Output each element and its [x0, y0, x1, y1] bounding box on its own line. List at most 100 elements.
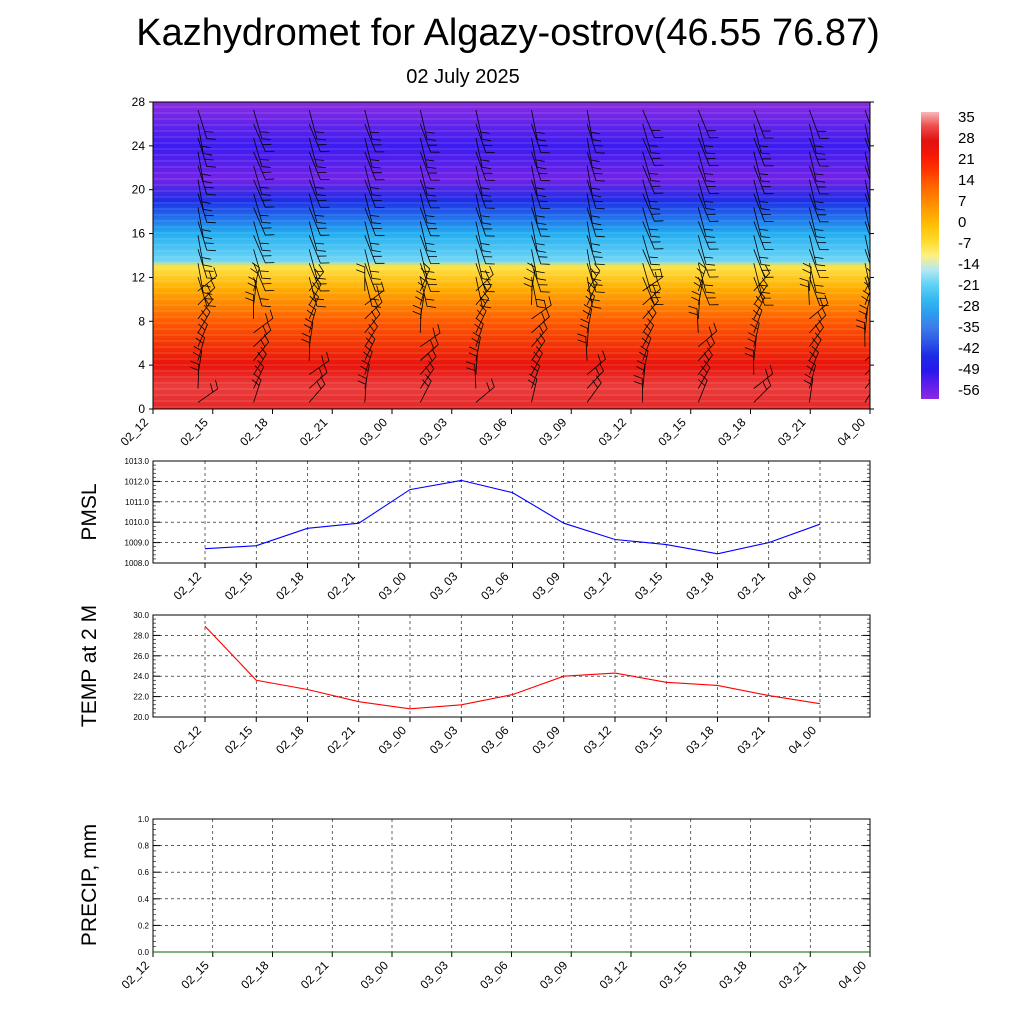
- x-tick-label: 03_09: [529, 723, 563, 757]
- wind-barb: [531, 151, 550, 182]
- wind-barb: [364, 109, 381, 141]
- wind-barb: [253, 309, 274, 334]
- y-tick-label: 20: [132, 183, 146, 197]
- wind-barb: [197, 263, 213, 295]
- wind-barb: [531, 308, 550, 334]
- wind-barb: [586, 109, 602, 142]
- wind-barb: [364, 165, 381, 197]
- wind-barb: [419, 249, 437, 281]
- wind-barb: [419, 348, 437, 375]
- colorbar-bar: [921, 112, 939, 399]
- wind-barb: [753, 235, 771, 266]
- wind-barb: [471, 331, 481, 361]
- x-tick-label: 03_09: [529, 569, 563, 603]
- x-tick-label: 02_12: [119, 958, 153, 992]
- wind-barb: [419, 193, 437, 225]
- wind-barb: [861, 290, 870, 319]
- y-axis-title: PMSL: [78, 483, 101, 540]
- y-tick-label: 8: [138, 314, 145, 328]
- y-tick-label: 0.4: [138, 895, 150, 904]
- wind-barb: [809, 307, 827, 334]
- wind-barb: [586, 277, 602, 309]
- colorbar-label: -56: [958, 382, 980, 399]
- wind-barb: [698, 334, 716, 361]
- wind-barb: [642, 263, 660, 294]
- wind-barb: [190, 360, 200, 389]
- wind-barb: [864, 207, 870, 234]
- wind-barb: [864, 221, 870, 238]
- wind-barb: [475, 207, 495, 237]
- wind-barb: [697, 221, 719, 250]
- y-tick-label: 28.0: [133, 631, 149, 640]
- temperature-cross-section: 0 4 8 12 16 20 24 28 02_12 02_15 02_18 02_21 03_00 03…: [118, 95, 874, 449]
- wind-barb: [531, 346, 543, 375]
- wind-barb: [197, 235, 213, 267]
- wind-barb: [809, 249, 829, 278]
- wind-barb: [308, 263, 330, 292]
- y-tick-label: 1.0: [138, 815, 150, 824]
- wind-barb: [308, 123, 330, 153]
- wind-barb: [364, 137, 381, 169]
- wind-barb: [308, 165, 326, 196]
- wind-barb: [364, 179, 385, 208]
- wind-barb: [253, 207, 275, 236]
- x-tick-label: 03_21: [776, 958, 810, 992]
- wind-barb: [586, 207, 605, 238]
- wind-barb: [253, 235, 275, 264]
- wind-barb: [864, 151, 870, 178]
- wind-barb: [753, 290, 766, 320]
- wind-barb: [308, 109, 326, 141]
- wind-barb: [364, 249, 381, 280]
- wind-barb: [475, 265, 494, 292]
- temp2m-panel: 20.0 22.0 24.0 26.0 28.0 30.0 02_12 02_15 02_18 0…: [78, 605, 871, 757]
- wind-barb: [642, 137, 664, 166]
- y-tick-label: 1009.0: [125, 539, 150, 548]
- wind-barb: [308, 276, 326, 308]
- page-subtitle: 02 July 2025: [406, 66, 520, 88]
- wind-barb: [531, 221, 547, 253]
- wind-barb: [531, 123, 550, 154]
- wind-barb: [419, 109, 437, 141]
- wind-barb: [253, 193, 271, 224]
- wind-barb: [197, 279, 216, 306]
- x-tick-label: 04_00: [836, 958, 870, 992]
- wind-barb: [642, 165, 664, 194]
- wind-barb: [195, 331, 206, 361]
- wind-barb: [697, 193, 719, 222]
- wind-barb: [364, 235, 385, 264]
- wind-barb: [419, 221, 437, 253]
- wind-barb: [197, 109, 216, 140]
- x-tick-label: 03_15: [656, 958, 690, 992]
- wind-barb: [419, 207, 440, 237]
- wind-barb: [308, 207, 330, 236]
- wind-barb: [753, 109, 774, 139]
- y-tick-label: 12: [132, 270, 146, 284]
- wind-barb: [308, 352, 330, 375]
- wind-barb: [356, 263, 366, 291]
- wind-barb: [697, 137, 719, 167]
- wind-barb: [697, 263, 716, 294]
- wind-barb: [245, 291, 254, 319]
- wind-barb: [586, 151, 605, 182]
- wind-barb: [582, 304, 593, 333]
- wind-barb: [864, 179, 870, 206]
- wind-barb: [586, 350, 606, 375]
- y-tick-label: 20.0: [133, 713, 149, 722]
- x-tick-label: 02_21: [324, 569, 358, 603]
- wind-barb: [419, 151, 440, 181]
- wind-barb: [197, 137, 216, 168]
- wind-barb: [475, 277, 492, 309]
- wind-barb: [864, 262, 870, 292]
- wind-barb: [750, 317, 760, 347]
- colorbar-label: -42: [958, 340, 980, 357]
- colorbar-label: 14: [958, 172, 975, 189]
- y-axis-title: PRECIP, mm: [78, 824, 101, 946]
- y-tick-label: 1008.0: [125, 559, 150, 568]
- wind-barb: [697, 151, 716, 183]
- wind-barb: [753, 207, 771, 238]
- wind-barb: [253, 123, 275, 152]
- x-tick-label: 03_00: [376, 569, 410, 603]
- wind-barb: [308, 179, 330, 208]
- x-tick-label: 03_03: [427, 723, 461, 757]
- wind-barb: [864, 165, 870, 182]
